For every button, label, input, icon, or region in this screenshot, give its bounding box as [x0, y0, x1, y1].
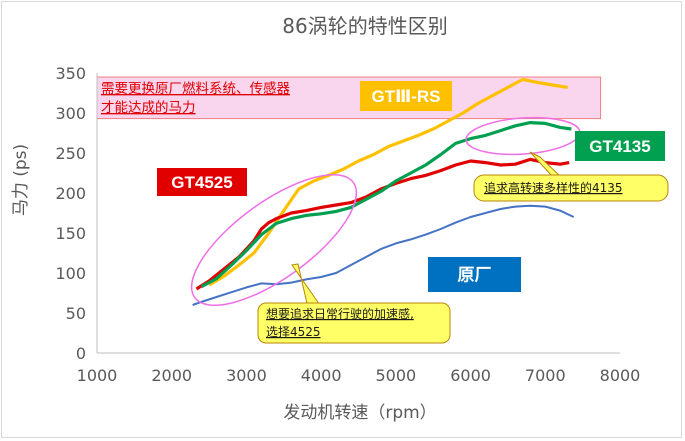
series-label-text-1: GT4525	[171, 173, 232, 192]
series-label-text-2: GT4135	[589, 137, 650, 156]
callout-4135-text: 追求高转速多样性的4135	[484, 180, 623, 195]
series-layer	[192, 77, 575, 306]
series-label-text-0: 原厂	[458, 266, 492, 285]
series-labels: GTⅢ-RS GT4525 GT4135 原厂	[157, 81, 665, 292]
series-line-3	[208, 77, 568, 287]
x-axis-title: 发动机转速（rpm）	[283, 403, 436, 423]
callout-4525-pointer	[291, 263, 323, 309]
chart-title: 86涡轮的特性区别	[282, 14, 447, 38]
y-tick-label: 50	[66, 304, 86, 323]
band-text-line2: 才能达成的马力	[101, 100, 196, 116]
x-tick-label: 4000	[301, 366, 342, 385]
y-tick-label: 0	[76, 344, 86, 363]
callout-4525-text-line2: 选择4525	[266, 325, 321, 339]
x-tick-label: 2000	[151, 366, 192, 385]
axes: 0 50 100 150 200 250 300 350 1000 2000 3000 4000 500…	[55, 64, 640, 385]
x-tick-label: 3000	[226, 366, 267, 385]
callout-4135-box	[473, 174, 669, 202]
series-line-2	[200, 121, 572, 289]
callout-4525-box	[257, 302, 451, 344]
callout-4525-text-line1: 想要追求日常行驶的加速感,	[266, 306, 414, 321]
y-axis-title: 马力 (ps)	[11, 144, 31, 216]
y-tick-label: 150	[55, 224, 86, 243]
series-label-box-3	[360, 81, 452, 111]
x-tick-label: 6000	[450, 366, 491, 385]
x-tick-label: 8000	[600, 366, 641, 385]
x-tick-label: 5000	[375, 366, 416, 385]
band-text-line1: 需要更换原厂燃料系统、传感器	[101, 80, 290, 97]
series-label-text-3: GTⅢ-RS	[372, 87, 441, 106]
x-tick-label: 1000	[77, 366, 118, 385]
x-tick-label: 7000	[525, 366, 566, 385]
y-tick-label: 350	[55, 64, 86, 83]
series-label-box-0	[428, 257, 521, 292]
y-tick-label: 300	[55, 104, 86, 123]
y-tick-label: 200	[55, 184, 86, 203]
y-tick-label: 250	[55, 144, 86, 163]
series-line-1	[195, 157, 570, 291]
y-tick-label: 100	[55, 264, 86, 283]
series-label-box-2	[575, 131, 665, 161]
series-label-box-1	[157, 168, 247, 196]
series-line-0	[192, 204, 575, 306]
